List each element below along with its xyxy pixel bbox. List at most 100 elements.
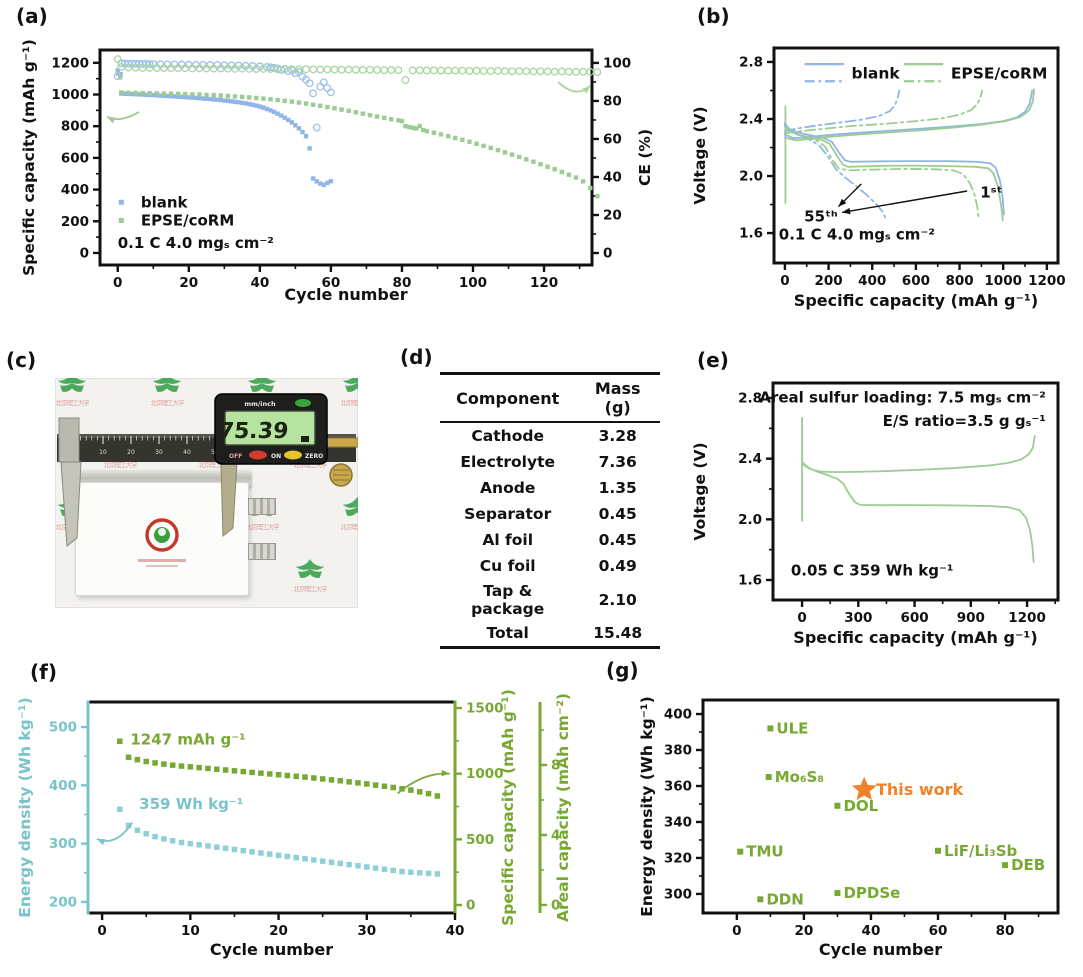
chart-annotation: TMU <box>746 843 783 861</box>
svg-text:80: 80 <box>393 275 412 291</box>
caliper-fixed-jaw-upper <box>58 417 80 463</box>
series-charge <box>801 435 1036 473</box>
series-energy-density <box>117 806 441 877</box>
svg-text:2.8: 2.8 <box>738 391 762 407</box>
svg-text:0: 0 <box>603 246 612 262</box>
svg-text:1200: 1200 <box>1008 610 1046 626</box>
svg-text:0: 0 <box>97 923 106 939</box>
svg-text:1500: 1500 <box>466 701 504 717</box>
mass-table-row: Anode 1.35 <box>440 475 660 501</box>
university-watermark: 北京理工大学 <box>55 378 117 406</box>
svg-text:1.6: 1.6 <box>738 572 762 588</box>
chart-annotation: ULE <box>776 719 808 737</box>
svg-text:0: 0 <box>80 245 89 261</box>
mass-value: 15.48 <box>593 624 643 642</box>
caliper-zero-label: ZERO <box>305 453 323 460</box>
svg-text:2.8: 2.8 <box>739 54 763 70</box>
caliper-depth-rod <box>324 437 358 448</box>
svg-text:10: 10 <box>99 449 107 456</box>
chart-annotation: DPDSe <box>843 884 900 902</box>
high-loading-voltage-profile-chart: 0 300 600 900 1200 1.6 2.0 2.4 2.8 Voltage (V) Spe… <box>691 381 1060 647</box>
chart-annotation: EPSE/coRM <box>951 64 1048 82</box>
svg-text:10: 10 <box>181 923 200 939</box>
voltage-profile-chart: 0 200 400 600 800 1000 1200 1.6 2.0 2.4 2.8 Voltage… <box>691 46 1066 310</box>
svg-text:60: 60 <box>322 275 341 291</box>
svg-text:400: 400 <box>61 182 89 198</box>
svg-text:0: 0 <box>466 897 475 913</box>
panel-label-e: (e) <box>697 348 729 372</box>
panel-label-d: (d) <box>400 345 433 369</box>
mass-value: 2.10 <box>598 590 637 609</box>
chart-annotation: E/S ratio=3.5 g gₛ⁻¹ <box>883 412 1046 430</box>
pouch-cell-photo: 北京理工大学北京理工大学北京理工大学北京理工大学北京理工大学北京理工大学北京理工… <box>55 378 358 608</box>
caliper-moving-jaw <box>220 461 238 538</box>
university-watermark: 北京理工大学 <box>122 378 212 406</box>
svg-text:CE (%): CE (%) <box>636 129 654 186</box>
chart-annotation: 0.05 C 359 Wh kg⁻¹ <box>791 561 954 579</box>
svg-text:20: 20 <box>603 208 622 224</box>
panel-label-c: (c) <box>6 348 37 372</box>
mass-table-row: Cathode 3.28 <box>440 422 660 449</box>
literature-comparison-chart: 0 20 40 60 80 300 320 340 360 380 400 Energy densit… <box>638 696 1060 959</box>
svg-text:2.0: 2.0 <box>738 512 762 528</box>
caliper-mode-label: mm/inch <box>244 400 276 408</box>
svg-text:500: 500 <box>466 832 494 848</box>
svg-text:120: 120 <box>530 275 558 291</box>
svg-text:20: 20 <box>127 449 135 456</box>
chart-annotation: 1ˢᵗ <box>980 183 1002 201</box>
chart-annotation: 0.1 C 4.0 mgₛ cm⁻² <box>118 234 274 252</box>
svg-text:4: 4 <box>551 827 560 843</box>
svg-text:40: 40 <box>250 275 269 291</box>
chart-annotation: DOL <box>843 797 878 815</box>
svg-text:60: 60 <box>929 923 948 939</box>
svg-text:Cycle number: Cycle number <box>819 940 942 959</box>
series-this-work-star <box>851 776 877 801</box>
svg-text:360: 360 <box>664 778 692 794</box>
university-watermark: 北京理工大学 <box>312 496 358 530</box>
svg-text:600: 600 <box>902 273 930 289</box>
svg-text:100: 100 <box>459 275 487 291</box>
svg-text:0: 0 <box>797 610 806 626</box>
mass-value: 0.45 <box>598 531 637 549</box>
svg-text:Specific capacity (mAh g⁻¹): Specific capacity (mAh g⁻¹) <box>794 291 1038 310</box>
svg-text:Specific capacity (mAh g⁻¹): Specific capacity (mAh g⁻¹) <box>499 689 517 926</box>
digital-caliper: 010203040506070 mm/inch 75.39 OFF ON <box>57 393 358 547</box>
caliper-reading: 75.39 <box>218 419 290 444</box>
svg-text:Energy density (Wh kg⁻¹): Energy density (Wh kg⁻¹) <box>16 697 34 918</box>
svg-text:300: 300 <box>664 886 692 902</box>
panel-label-f: (f) <box>30 660 57 684</box>
series-literature-points <box>737 725 1009 903</box>
svg-text:300: 300 <box>49 836 77 852</box>
mass-value: 7.36 <box>598 453 637 471</box>
component-name: Total <box>486 624 529 642</box>
component-name: Anode <box>480 479 536 497</box>
caliper-mode-button <box>295 399 311 407</box>
svg-text:2.4: 2.4 <box>739 112 763 128</box>
svg-text:800: 800 <box>61 119 89 135</box>
university-watermark: 北京理工大学 <box>265 558 355 592</box>
series-epse-1st-charge <box>784 88 1036 142</box>
svg-text:Cycle number: Cycle number <box>210 940 333 959</box>
svg-text:Specific capacity (mAh g⁻¹): Specific capacity (mAh g⁻¹) <box>793 628 1037 647</box>
svg-text:1200: 1200 <box>51 55 89 71</box>
svg-text:320: 320 <box>664 850 692 866</box>
caliper-on-label: ON <box>271 453 281 460</box>
chart-annotation: 359 Wh kg⁻¹ <box>139 795 243 813</box>
component-name: Al foil <box>482 531 534 549</box>
mass-value: 0.49 <box>598 557 637 575</box>
series-blank-55th-charge <box>784 89 901 132</box>
svg-text:40: 40 <box>862 923 881 939</box>
svg-text:1000: 1000 <box>984 273 1022 289</box>
svg-text:20: 20 <box>179 275 198 291</box>
svg-text:100: 100 <box>603 55 631 71</box>
component-name: Separator <box>464 505 552 523</box>
chart-annotation: 55ᵗʰ <box>804 208 838 226</box>
chart-annotation: blank <box>141 193 189 211</box>
svg-text:800: 800 <box>945 273 973 289</box>
mass-table-header-mass: Mass (g) <box>575 373 660 423</box>
caliper-zero-button <box>284 450 302 460</box>
svg-text:600: 600 <box>900 610 928 626</box>
svg-text:400: 400 <box>49 778 77 794</box>
svg-text:40: 40 <box>446 923 465 939</box>
